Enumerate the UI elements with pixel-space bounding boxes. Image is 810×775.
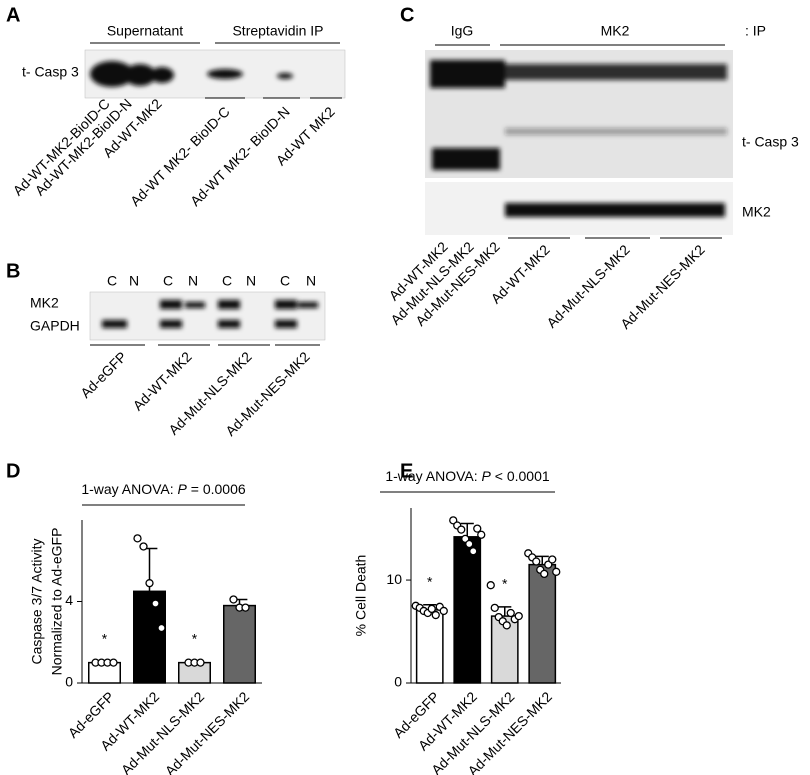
- lane-label: Ad-Mut-NES-MK2: [617, 241, 708, 332]
- stat-p: P: [178, 481, 188, 497]
- stat-value: = 0.0006: [187, 481, 246, 497]
- data-point: [439, 606, 448, 616]
- row-label: MK2: [30, 295, 59, 311]
- data-point: [490, 603, 499, 613]
- data-point: [548, 555, 557, 564]
- x-tick-label: Ad-Mut-NLS-MK2: [118, 688, 208, 775]
- bar: [453, 536, 482, 684]
- bar: [133, 590, 166, 684]
- y-axis-label: Caspase 3/7 Activity: [29, 538, 45, 664]
- column-label: N: [306, 273, 316, 289]
- stat-annotation: 1-way ANOVA: P = 0.0006: [81, 481, 246, 497]
- data-point: [514, 611, 523, 621]
- y-tick-label: 0: [394, 674, 402, 690]
- data-point: [469, 547, 478, 556]
- column-label: C: [107, 273, 117, 289]
- data-point: [473, 524, 482, 533]
- blot: [89, 291, 326, 341]
- error-bar: [460, 522, 474, 537]
- significance: *: [102, 630, 108, 646]
- y-axis-label: Normalized to Ad-eGFP: [49, 528, 65, 676]
- stat-value: < 0.0001: [491, 468, 550, 484]
- y-tick-label: 0: [65, 674, 73, 690]
- column-label: N: [188, 273, 198, 289]
- data-point: [139, 542, 148, 551]
- blot-bands: [430, 60, 727, 170]
- column-label: N: [129, 273, 139, 289]
- data-point: [486, 581, 495, 590]
- row-label: t- Casp 3: [22, 64, 79, 80]
- data-point: [196, 658, 205, 667]
- data-point: [157, 623, 166, 633]
- blot-header: MK2: [601, 23, 630, 39]
- data-point: [133, 534, 142, 543]
- bar: [415, 609, 444, 684]
- column-label: C: [280, 273, 290, 289]
- data-point: [465, 539, 474, 549]
- data-point: [457, 525, 466, 534]
- bar: [528, 563, 557, 684]
- column-label: N: [246, 273, 256, 289]
- data-point: [502, 621, 511, 630]
- panel-letter: B: [6, 260, 20, 282]
- blot-header: Supernatant: [107, 23, 183, 39]
- stat-prefix: 1-way ANOVA:: [81, 481, 177, 497]
- data-point: [431, 610, 440, 620]
- data-point: [427, 604, 436, 614]
- row-label: MK2: [742, 204, 771, 220]
- data-point: [506, 608, 515, 618]
- row-label: GAPDH: [30, 318, 80, 334]
- significance: *: [502, 576, 508, 592]
- data-point: [552, 567, 561, 576]
- panel-letter: D: [6, 460, 20, 482]
- lane-label: Ad-WT-MK2: [130, 348, 195, 413]
- stat-annotation: 1-way ANOVA: P < 0.0001: [385, 468, 550, 484]
- data-point: [241, 603, 250, 612]
- stat-prefix: 1-way ANOVA:: [385, 468, 481, 484]
- blot-header: IgG: [451, 23, 474, 39]
- error-bar: [535, 555, 549, 565]
- error-bar: [498, 606, 512, 617]
- y-axis-label: % Cell Death: [353, 555, 369, 637]
- y-tick-label: 4: [65, 592, 73, 608]
- panel-letter: C: [400, 4, 414, 26]
- data-point: [229, 595, 238, 604]
- column-label: C: [163, 273, 173, 289]
- lane-label: Ad-eGFP: [77, 348, 130, 401]
- significance: *: [427, 573, 433, 589]
- panel-letter: E: [400, 460, 413, 482]
- data-point: [532, 557, 541, 566]
- y-tick-label: 10: [386, 571, 402, 587]
- significance: *: [192, 630, 198, 646]
- data-point: [540, 569, 549, 579]
- row-label: t- Casp 3: [742, 134, 799, 150]
- data-point: [151, 599, 160, 608]
- lane-label: Ad-WT-MK2-BioID-C: [10, 95, 113, 198]
- blot-bands: [102, 300, 318, 328]
- blot-bands: [90, 61, 293, 87]
- column-label: C: [222, 273, 232, 289]
- blot-bands: [505, 203, 725, 217]
- blot-header: : IP: [745, 23, 766, 39]
- panel-letter: A: [6, 4, 20, 26]
- data-point: [109, 658, 118, 667]
- data-point: [477, 530, 486, 539]
- data-point: [145, 579, 154, 588]
- blot-header: Streptavidin IP: [232, 23, 323, 39]
- stat-p: P: [482, 468, 492, 484]
- bar: [223, 604, 256, 684]
